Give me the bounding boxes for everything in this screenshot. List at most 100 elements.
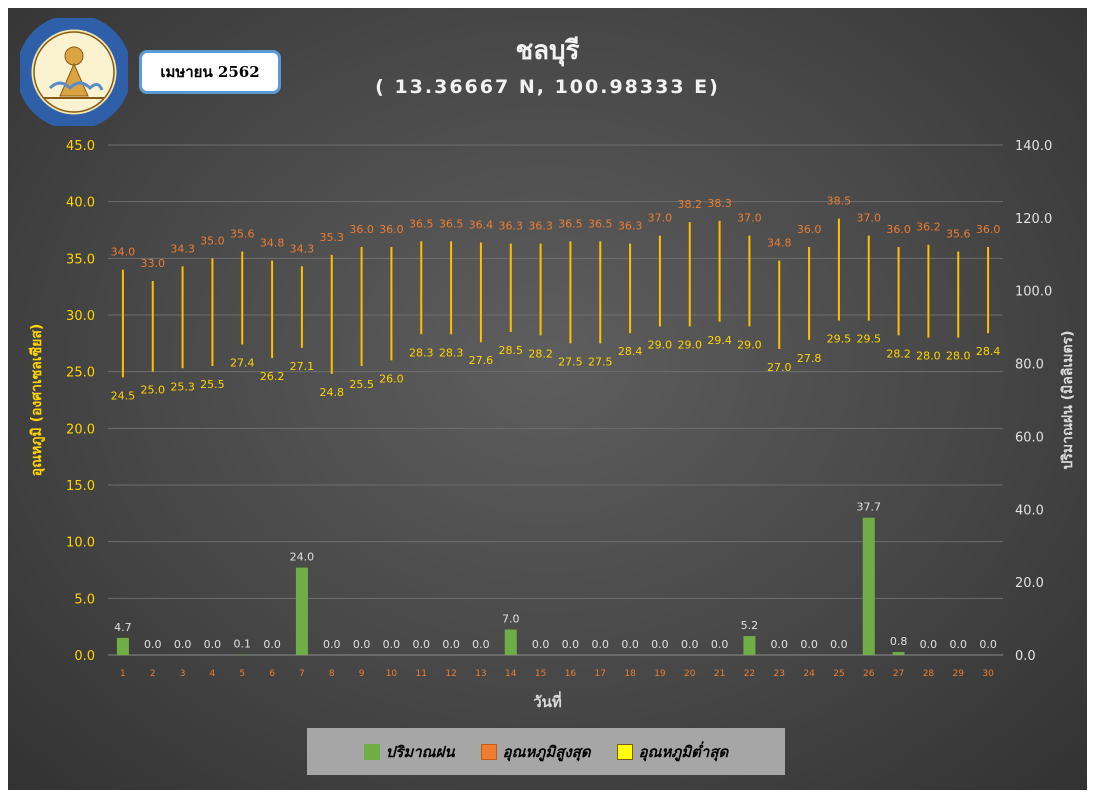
y-tick-right: 40.0 (1015, 503, 1044, 518)
rain-data-label: 0.0 (144, 638, 162, 651)
y-tick-right: 20.0 (1015, 576, 1044, 591)
y-tick-left: 25.0 (66, 366, 95, 381)
min-temp-label: 24.5 (111, 389, 136, 402)
rain-data-label: 0.0 (413, 638, 431, 651)
chart-subtitle: ( 13.36667 N, 100.98333 E) (375, 76, 720, 98)
y-tick-right: 120.0 (1015, 212, 1052, 227)
legend-item-rain: ปริมาณฝน (363, 740, 455, 764)
min-temp-label: 27.4 (230, 356, 255, 369)
x-tick-label: 17 (595, 669, 606, 679)
max-temp-label: 36.0 (976, 223, 1001, 236)
x-tick-label: 30 (982, 669, 994, 679)
x-tick-label: 19 (654, 669, 666, 679)
rain-bar (862, 517, 875, 655)
y-tick-left: 35.0 (66, 252, 95, 267)
rain-data-label: 0.0 (830, 638, 848, 651)
rain-data-label: 0.0 (442, 638, 460, 651)
x-tick-label: 23 (774, 669, 785, 679)
y-tick-left: 10.0 (66, 536, 95, 551)
y-tick-right: 140.0 (1015, 139, 1052, 154)
min-temp-label: 28.4 (618, 345, 643, 358)
x-tick-label: 9 (359, 669, 365, 679)
max-temp-label: 36.4 (469, 218, 494, 231)
min-temp-label: 25.0 (141, 384, 166, 397)
rain-data-label: 0.0 (979, 638, 997, 651)
chart-panel (8, 8, 1087, 790)
x-tick-label: 1 (120, 669, 126, 679)
rain-data-label: 7.0 (502, 613, 520, 626)
chart-title: ชลบุรี (515, 36, 580, 66)
x-tick-label: 7 (299, 669, 305, 679)
y-tick-left: 15.0 (66, 479, 95, 494)
max-temp-label: 37.0 (857, 212, 882, 225)
max-temp-label: 38.3 (707, 197, 732, 210)
y-tick-right: 0.0 (1015, 649, 1036, 664)
rain-data-label: 0.0 (771, 638, 789, 651)
y-tick-left: 40.0 (66, 196, 95, 211)
min-temp-label: 29.5 (857, 333, 882, 346)
legend-label-max-temp: อุณหภูมิสูงสุด (502, 742, 591, 761)
rain-data-label: 0.0 (681, 638, 699, 651)
max-temp-label: 38.2 (678, 198, 703, 211)
legend-item-min-temp: อุณหภูมิต่ำสุด (616, 740, 729, 764)
meteorological-department-logo (20, 18, 128, 126)
x-tick-label: 18 (624, 669, 636, 679)
min-temp-label: 28.5 (499, 344, 524, 357)
rain-bar (504, 629, 517, 655)
min-temp-label: 28.4 (976, 345, 1001, 358)
x-tick-label: 20 (684, 669, 696, 679)
max-temp-label: 37.0 (737, 212, 762, 225)
rain-data-label: 0.0 (323, 638, 341, 651)
max-temp-label: 36.0 (797, 223, 822, 236)
rain-bar (892, 652, 905, 655)
x-tick-label: 26 (863, 669, 875, 679)
y-tick-right: 80.0 (1015, 358, 1044, 373)
x-tick-label: 13 (475, 669, 486, 679)
y-tick-left: 45.0 (66, 139, 95, 154)
max-temp-label: 36.0 (349, 223, 374, 236)
min-temp-label: 25.3 (170, 380, 195, 393)
min-temp-label: 27.5 (558, 355, 583, 368)
rain-data-label: 24.0 (290, 551, 315, 564)
rain-data-label: 0.0 (532, 638, 550, 651)
rain-data-label: 0.0 (383, 638, 401, 651)
x-tick-label: 2 (150, 669, 156, 679)
max-temp-label: 34.3 (290, 242, 315, 255)
max-temp-label: 35.6 (230, 228, 255, 241)
rain-data-label: 37.7 (857, 501, 882, 514)
max-temp-label: 34.8 (767, 237, 792, 250)
x-tick-label: 6 (269, 669, 275, 679)
min-temp-label: 26.0 (379, 372, 404, 385)
rain-data-label: 0.0 (621, 638, 639, 651)
min-temp-label: 27.5 (588, 355, 613, 368)
legend: ปริมาณฝน อุณหภูมิสูงสุด อุณหภูมิต่ำสุด (307, 728, 785, 775)
y-tick-left: 0.0 (74, 649, 95, 664)
x-tick-label: 15 (535, 669, 546, 679)
min-temp-label: 29.0 (737, 338, 762, 351)
min-temp-label: 27.8 (797, 352, 822, 365)
rain-data-label: 0.0 (472, 638, 490, 651)
rain-data-label: 0.0 (920, 638, 938, 651)
min-temp-label: 29.0 (648, 338, 673, 351)
max-temp-label: 36.0 (379, 223, 404, 236)
legend-item-max-temp: อุณหภูมิสูงสุด (480, 740, 591, 764)
x-tick-label: 12 (445, 669, 456, 679)
x-tick-label: 16 (565, 669, 577, 679)
rain-bar (116, 637, 129, 655)
x-tick-label: 25 (833, 669, 844, 679)
max-temp-label: 33.0 (141, 257, 166, 270)
rain-data-label: 0.0 (651, 638, 669, 651)
x-tick-label: 11 (416, 669, 427, 679)
max-temp-label: 36.3 (618, 220, 643, 233)
y-axis-left-label: อุณหภูมิ (องศาเซลเซียส) (29, 323, 45, 477)
y-tick-right: 60.0 (1015, 430, 1044, 445)
min-temp-label: 28.0 (946, 350, 971, 363)
legend-label-min-temp: อุณหภูมิต่ำสุด (638, 742, 729, 761)
x-tick-label: 3 (180, 669, 186, 679)
rain-bar (295, 567, 308, 655)
min-temp-label: 28.2 (528, 347, 553, 360)
x-tick-label: 10 (386, 669, 398, 679)
min-temp-label: 28.3 (439, 346, 464, 359)
max-temp-label: 36.5 (558, 217, 583, 230)
